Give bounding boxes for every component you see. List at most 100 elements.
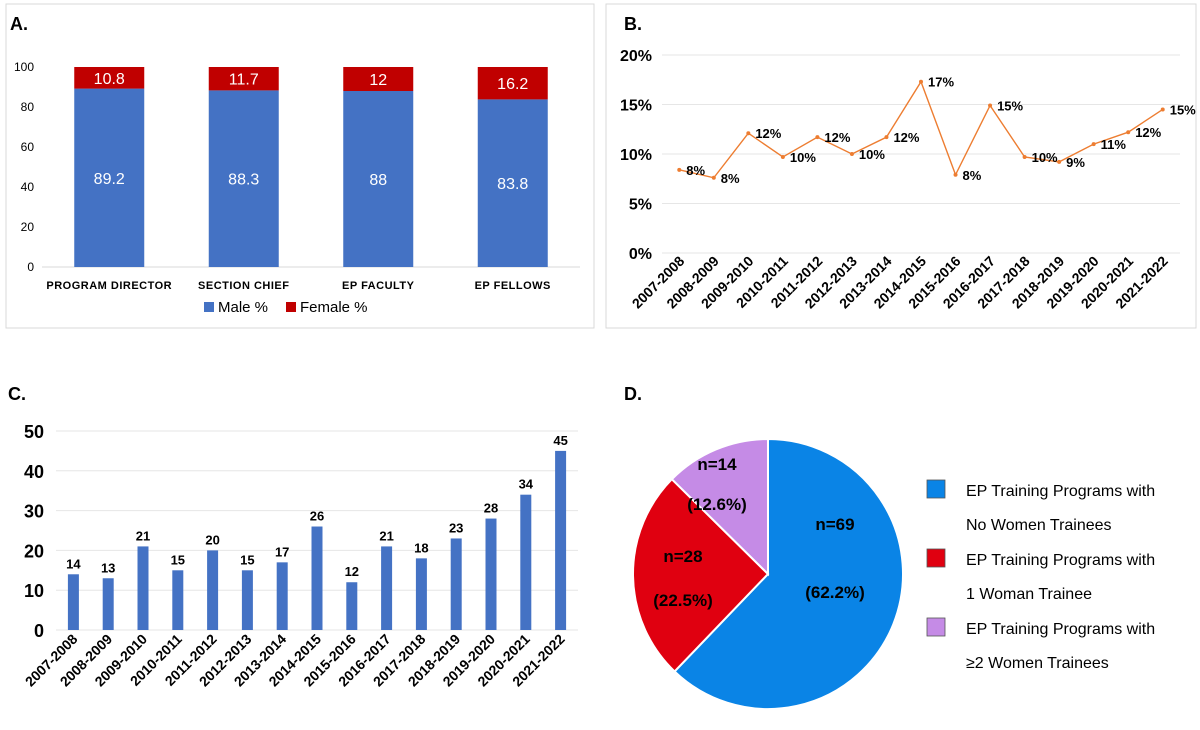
c-data-label: 21: [379, 528, 393, 543]
d-slice-label-n: n=69: [815, 515, 854, 534]
d-slice-label-pct: (62.2%): [805, 583, 865, 602]
c-bar: [485, 518, 497, 630]
b-data-point: [919, 79, 923, 84]
b-data-label: 10%: [790, 150, 816, 165]
c-data-label: 26: [310, 509, 324, 524]
a-y-tick-label: 20: [21, 220, 35, 234]
c-bar: [311, 526, 323, 630]
c-bar: [67, 574, 79, 630]
legend-female-label: Female %: [300, 299, 368, 316]
c-data-label: 14: [66, 556, 81, 571]
b-data-label: 12%: [824, 130, 850, 145]
c-data-label: 18: [414, 540, 428, 555]
c-y-tick-label: 20: [24, 541, 44, 561]
a-bar-female: [74, 67, 145, 89]
b-data-label: 8%: [721, 171, 740, 186]
b-data-label: 9%: [1066, 155, 1085, 170]
a-y-tick-label: 40: [21, 180, 35, 194]
b-y-tick-label: 15%: [620, 98, 652, 115]
b-data-label: 10%: [859, 147, 885, 162]
a-category-label: EP FELLOWS: [475, 280, 551, 292]
c-bar: [137, 546, 149, 630]
a-data-label-female: 12: [369, 72, 387, 89]
c-data-label: 15: [171, 552, 185, 567]
b-data-label: 11%: [1101, 137, 1127, 152]
panel-a-border: [5, 3, 595, 329]
b-data-label: 12%: [1135, 125, 1161, 140]
panel-a: A. 0 20 40 60 80 100 89.2 10.8 PROGRAM DIRECTOR…: [5, 3, 595, 329]
b-data-point: [746, 131, 751, 136]
b-data-point: [884, 135, 889, 140]
b-data-point: [1091, 142, 1096, 147]
b-data-point: [988, 103, 993, 108]
b-data-point: [1126, 130, 1131, 135]
c-y-tick-label: 30: [24, 502, 44, 522]
c-bar: [207, 550, 219, 630]
b-data-point: [711, 175, 716, 180]
d-legend-label-line2: ≥2 Women Trainees: [966, 655, 1109, 672]
legend-female-swatch: [286, 302, 296, 312]
b-data-point: [1057, 159, 1062, 164]
c-data-label: 21: [136, 528, 150, 543]
c-data-label: 17: [275, 544, 289, 559]
a-category-label: SECTION CHIEF: [198, 280, 289, 292]
c-y-tick-label: 50: [24, 422, 44, 442]
b-y-tick-label: 10%: [620, 147, 652, 164]
panel-b: B. 0%5%10%15%20% 8%2007-20088%2008-20091…: [605, 3, 1197, 329]
c-y-tick-label: 10: [24, 581, 44, 601]
c-data-label: 20: [205, 532, 219, 547]
b-y-tick-label: 20%: [620, 48, 652, 65]
b-data-point: [849, 152, 854, 156]
d-slice-label-pct: (22.5%): [653, 591, 713, 610]
c-bar: [172, 570, 184, 630]
b-data-label: 15%: [1170, 102, 1196, 117]
a-category-label: EP FACULTY: [342, 280, 415, 292]
panel-d: D. n=69 (62.2%) n=28 (22.5%) n=14 (12.6%) EP …: [624, 384, 1155, 710]
a-bar-male: [343, 91, 414, 267]
c-bar: [555, 450, 567, 630]
b-y-tick-label: 5%: [629, 197, 652, 214]
d-legend-swatch-two: [926, 617, 946, 637]
a-bar-male: [477, 99, 548, 268]
c-y-tick-label: 40: [24, 462, 44, 482]
d-legend-label-line2: 1 Woman Trainee: [966, 586, 1092, 603]
d-slice-label-pct: (12.6%): [687, 495, 747, 514]
b-data-point: [780, 154, 785, 159]
d-legend-label-line1: EP Training Programs with: [966, 552, 1155, 569]
c-y-tick-label: 0: [34, 621, 44, 641]
d-pie-slice-none: [673, 437, 904, 710]
c-data-label: 34: [519, 477, 534, 492]
c-data-label: 13: [101, 560, 115, 575]
a-data-label-male: 88.3: [228, 172, 259, 189]
b-data-point: [1160, 107, 1165, 112]
d-slice-label-n: n=14: [697, 455, 737, 474]
c-bar: [450, 538, 462, 630]
a-data-label-male: 88: [369, 172, 387, 189]
b-data-label: 12%: [893, 130, 919, 145]
a-data-label-male: 83.8: [497, 176, 528, 193]
panel-b-label: B.: [624, 14, 642, 34]
b-data-point: [815, 135, 820, 140]
a-bar-female: [208, 67, 279, 91]
a-y-tick-label: 100: [14, 60, 34, 74]
legend-male-label: Male %: [218, 299, 268, 316]
a-bar-female: [477, 67, 548, 100]
panel-b-border: [605, 3, 1197, 329]
d-legend-swatch-none: [926, 479, 946, 499]
panel-a-label: A.: [10, 14, 28, 34]
a-data-label-female: 16.2: [497, 76, 528, 93]
d-pie-slice-two: [670, 437, 769, 577]
c-bar: [381, 546, 393, 630]
b-data-label: 17%: [928, 75, 954, 90]
c-bar: [520, 494, 532, 630]
a-y-tick-label: 80: [21, 100, 35, 114]
a-y-tick-label: 60: [21, 140, 35, 154]
c-data-label: 12: [345, 564, 359, 579]
d-legend-label-line1: EP Training Programs with: [966, 483, 1155, 500]
d-slice-label-n: n=28: [663, 547, 702, 566]
b-data-label: 8%: [963, 168, 982, 183]
c-bar: [241, 570, 253, 630]
c-bar: [102, 578, 114, 630]
c-data-label: 45: [553, 433, 567, 448]
